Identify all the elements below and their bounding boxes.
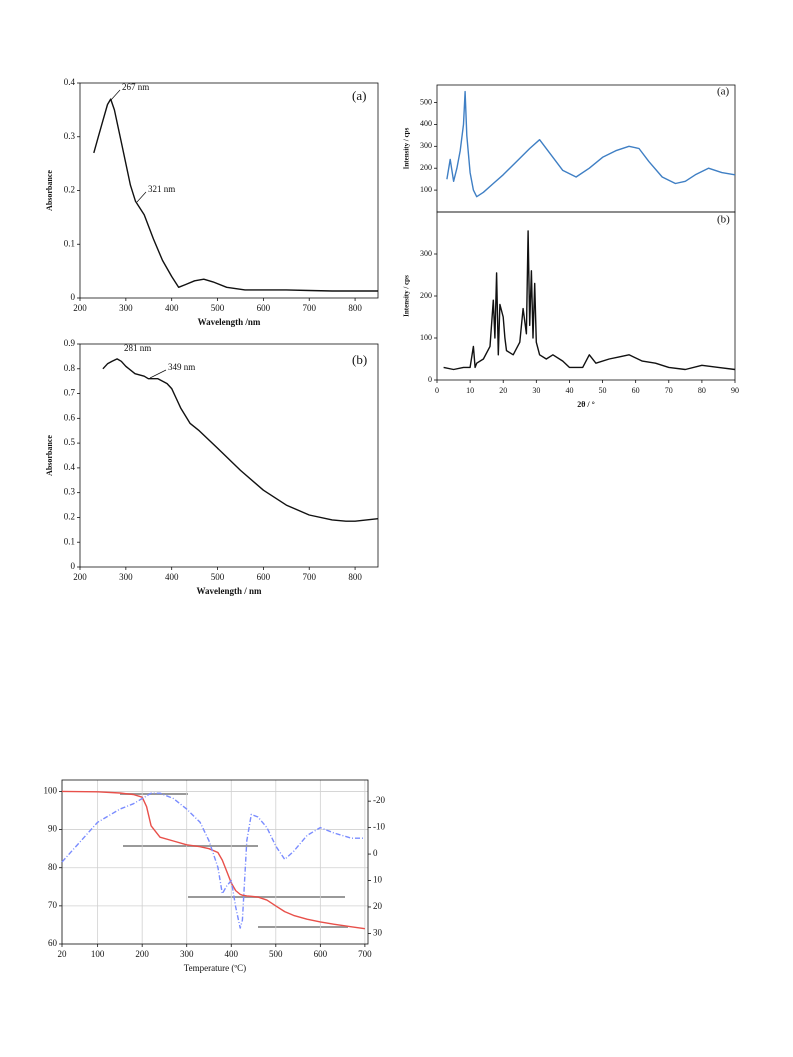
x-tick-label: 600 [257, 303, 271, 313]
x-tick-label: 30 [532, 386, 540, 395]
y-tick-label: 0.8 [64, 363, 76, 373]
x-tick-label: 800 [348, 303, 362, 313]
plot-frame [436, 211, 736, 381]
x-axis-label: Wavelength / nm [196, 586, 262, 596]
y-tick-label: 0.3 [64, 487, 76, 497]
data-line [446, 90, 736, 198]
y-axis-label: Absorbance [45, 170, 54, 211]
y-axis-label: Intensity / cps [403, 127, 411, 169]
y-tick-label: 300 [420, 249, 432, 258]
x-tick-label: 90 [731, 386, 739, 395]
annotation-pointer [110, 89, 121, 101]
data-line [443, 230, 736, 371]
annotation: 321 nm [148, 184, 175, 194]
x-tick-label: 300 [119, 572, 133, 582]
y-tick-label: 500 [420, 97, 432, 106]
x-tick-label: 20 [58, 949, 68, 959]
x-axis-label: Temperature (ºC) [184, 963, 246, 973]
y-tick-label: 300 [420, 141, 432, 150]
y2-tick-label: -20 [373, 795, 385, 805]
y-tick-label: 0 [71, 561, 76, 571]
plot-frame [79, 82, 379, 299]
y-tick-label: 70 [48, 900, 58, 910]
y-tick-label: 0.5 [64, 437, 76, 447]
y-tick-label: 0.2 [64, 185, 75, 195]
y2-tick-label: 0 [373, 848, 378, 858]
panel-label: (a) [717, 86, 730, 98]
annotation-pointer [149, 369, 167, 379]
x-tick-label: 500 [211, 303, 225, 313]
y2-tick-label: -10 [373, 822, 385, 832]
x-tick-label: 60 [632, 386, 640, 395]
y2-tick-label: 30 [373, 927, 383, 937]
x-tick-label: 700 [302, 572, 316, 582]
annotation: 281 nm [124, 343, 151, 353]
x-tick-label: 500 [269, 949, 283, 959]
y-tick-label: 0.6 [64, 412, 76, 422]
y-tick-label: 100 [44, 786, 58, 796]
y-tick-label: 100 [420, 185, 432, 194]
y-tick-label: 60 [48, 938, 58, 948]
x-tick-label: 800 [348, 572, 362, 582]
y-tick-label: 0.2 [64, 512, 75, 522]
y-tick-label: 100 [420, 333, 432, 342]
x-tick-label: 400 [165, 303, 179, 313]
plot-frame [61, 779, 369, 945]
y-tick-label: 0.3 [64, 131, 76, 141]
x-tick-label: 0 [435, 386, 439, 395]
y-tick-label: 400 [420, 119, 432, 128]
y-tick-label: 200 [420, 291, 432, 300]
y-tick-label: 80 [48, 862, 58, 872]
y-axis-label: Absorbance [45, 435, 54, 476]
y-tick-label: 0.1 [64, 238, 75, 248]
x-tick-label: 600 [257, 572, 271, 582]
panel-label: (a) [352, 88, 366, 103]
y2-tick-label: 20 [373, 901, 383, 911]
annotation-pointer [136, 191, 147, 203]
y-tick-label: 0 [428, 375, 432, 384]
y-axis-label: Intensity / cps [403, 275, 411, 317]
data-line [93, 98, 378, 292]
x-tick-label: 70 [665, 386, 673, 395]
panel-label: (b) [352, 352, 367, 367]
y-tick-label: 0 [71, 292, 76, 302]
panel-label: (b) [717, 214, 730, 226]
x-tick-label: 400 [165, 572, 179, 582]
y-tick-label: 0.4 [64, 77, 76, 87]
x-tick-label: 10 [466, 386, 474, 395]
x-tick-label: 200 [73, 303, 87, 313]
x-tick-label: 40 [565, 386, 573, 395]
x-tick-label: 700 [302, 303, 316, 313]
x-tick-label: 200 [73, 572, 87, 582]
data-line [102, 358, 379, 522]
annotation: 349 nm [168, 362, 195, 372]
x-axis-label: Wavelength /nm [198, 317, 261, 327]
annotation: 267 nm [122, 82, 149, 92]
x-axis-label: 2θ / ° [577, 400, 595, 409]
y-tick-label: 0.4 [64, 462, 76, 472]
x-tick-label: 100 [91, 949, 105, 959]
data-line [61, 792, 365, 929]
y-tick-label: 200 [420, 163, 432, 172]
y-tick-label: 0.1 [64, 536, 75, 546]
x-tick-label: 700 [358, 949, 372, 959]
x-tick-label: 300 [180, 949, 194, 959]
x-tick-label: 600 [314, 949, 328, 959]
plot-frame [79, 343, 379, 568]
x-tick-label: 50 [599, 386, 607, 395]
x-tick-label: 80 [698, 386, 706, 395]
y-tick-label: 0.7 [64, 388, 76, 398]
x-tick-label: 500 [211, 572, 225, 582]
x-tick-label: 20 [499, 386, 507, 395]
y-tick-label: 0.9 [64, 338, 76, 348]
data-line [61, 790, 365, 930]
x-tick-label: 400 [225, 949, 239, 959]
y2-tick-label: 10 [373, 875, 383, 885]
x-tick-label: 300 [119, 303, 133, 313]
y-tick-label: 90 [48, 824, 58, 834]
tangent-lines [120, 793, 348, 928]
x-tick-label: 200 [135, 949, 149, 959]
